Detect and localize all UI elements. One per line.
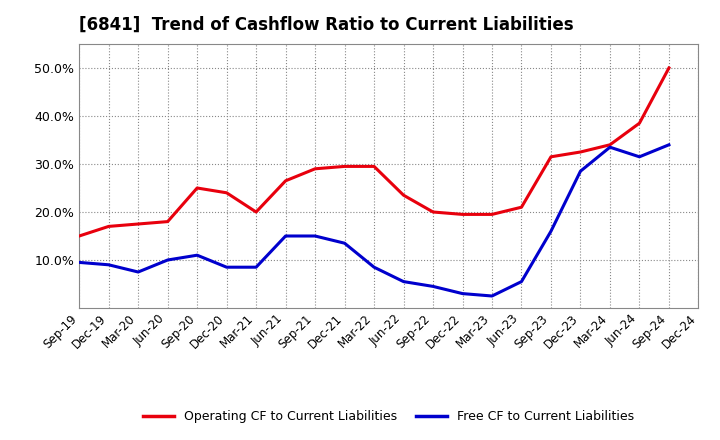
- Free CF to Current Liabilities: [311, 233, 320, 238]
- Free CF to Current Liabilities: [576, 169, 585, 174]
- Free CF to Current Liabilities: [635, 154, 644, 159]
- Free CF to Current Liabilities: [134, 269, 143, 275]
- Line: Operating CF to Current Liabilities: Operating CF to Current Liabilities: [79, 68, 669, 236]
- Text: [6841]  Trend of Cashflow Ratio to Current Liabilities: [6841] Trend of Cashflow Ratio to Curren…: [79, 16, 574, 34]
- Operating CF to Current Liabilities: [606, 142, 614, 147]
- Free CF to Current Liabilities: [399, 279, 408, 284]
- Legend: Operating CF to Current Liabilities, Free CF to Current Liabilities: Operating CF to Current Liabilities, Fre…: [138, 406, 639, 429]
- Free CF to Current Liabilities: [517, 279, 526, 284]
- Operating CF to Current Liabilities: [370, 164, 379, 169]
- Operating CF to Current Liabilities: [428, 209, 437, 215]
- Operating CF to Current Liabilities: [546, 154, 555, 159]
- Operating CF to Current Liabilities: [576, 149, 585, 154]
- Free CF to Current Liabilities: [193, 253, 202, 258]
- Operating CF to Current Liabilities: [75, 233, 84, 238]
- Free CF to Current Liabilities: [222, 264, 231, 270]
- Free CF to Current Liabilities: [370, 264, 379, 270]
- Line: Free CF to Current Liabilities: Free CF to Current Liabilities: [79, 145, 669, 296]
- Operating CF to Current Liabilities: [163, 219, 172, 224]
- Operating CF to Current Liabilities: [134, 221, 143, 227]
- Operating CF to Current Liabilities: [517, 205, 526, 210]
- Operating CF to Current Liabilities: [222, 190, 231, 195]
- Operating CF to Current Liabilities: [487, 212, 496, 217]
- Operating CF to Current Liabilities: [341, 164, 349, 169]
- Free CF to Current Liabilities: [487, 293, 496, 299]
- Free CF to Current Liabilities: [163, 257, 172, 263]
- Free CF to Current Liabilities: [606, 145, 614, 150]
- Free CF to Current Liabilities: [428, 284, 437, 289]
- Free CF to Current Liabilities: [546, 228, 555, 234]
- Operating CF to Current Liabilities: [311, 166, 320, 172]
- Operating CF to Current Liabilities: [635, 121, 644, 126]
- Free CF to Current Liabilities: [341, 241, 349, 246]
- Free CF to Current Liabilities: [75, 260, 84, 265]
- Operating CF to Current Liabilities: [104, 224, 113, 229]
- Free CF to Current Liabilities: [458, 291, 467, 296]
- Operating CF to Current Liabilities: [193, 185, 202, 191]
- Free CF to Current Liabilities: [282, 233, 290, 238]
- Free CF to Current Liabilities: [104, 262, 113, 268]
- Operating CF to Current Liabilities: [458, 212, 467, 217]
- Operating CF to Current Liabilities: [282, 178, 290, 183]
- Operating CF to Current Liabilities: [252, 209, 261, 215]
- Operating CF to Current Liabilities: [665, 66, 673, 71]
- Free CF to Current Liabilities: [252, 264, 261, 270]
- Operating CF to Current Liabilities: [399, 193, 408, 198]
- Free CF to Current Liabilities: [665, 142, 673, 147]
